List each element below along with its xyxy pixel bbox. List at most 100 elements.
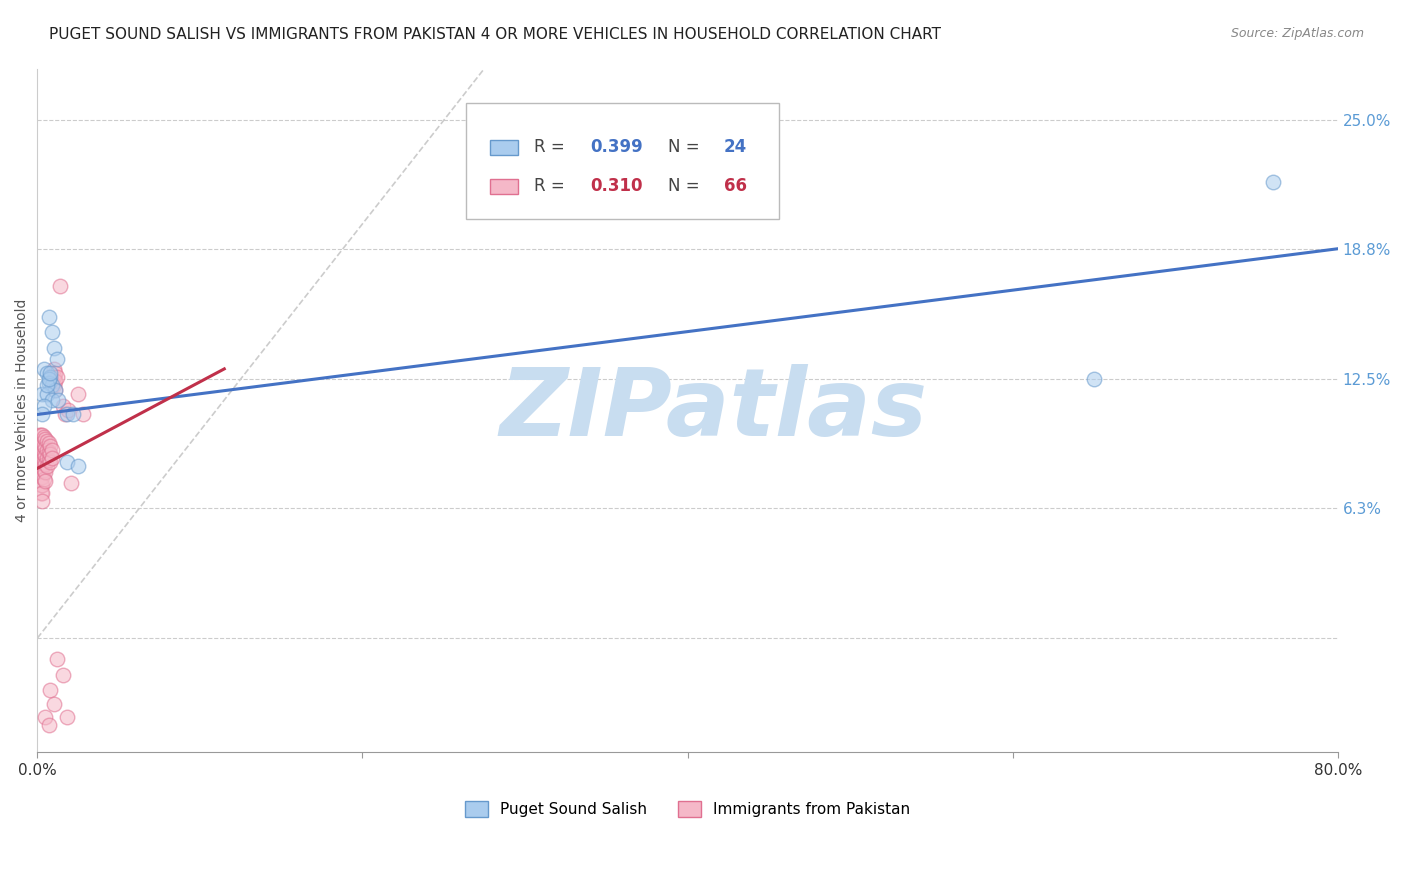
Point	[38, 436, 60, 450]
Point	[34, 710, 56, 724]
Point	[38, 376, 60, 391]
Point	[31, 494, 53, 508]
Point	[30, 461, 52, 475]
Point	[32, 399, 55, 413]
Point	[31, 461, 53, 475]
Point	[31, 428, 53, 442]
Point	[72, 408, 94, 422]
Point	[41, 442, 63, 457]
Point	[31, 386, 53, 401]
Point	[52, 668, 75, 682]
Point	[48, 392, 70, 407]
Point	[39, 366, 62, 380]
Text: 0.399: 0.399	[591, 138, 643, 156]
Point	[45, 370, 67, 384]
Point	[34, 449, 56, 463]
Point	[44, 374, 66, 388]
Point	[53, 408, 76, 422]
Text: 24: 24	[724, 138, 747, 156]
Point	[35, 386, 58, 401]
Legend: Puget Sound Salish, Immigrants from Pakistan: Puget Sound Salish, Immigrants from Paki…	[458, 795, 917, 823]
Point	[38, 444, 60, 458]
Point	[66, 386, 89, 401]
Text: Source: ZipAtlas.com: Source: ZipAtlas.com	[1230, 27, 1364, 40]
Point	[62, 408, 84, 422]
Text: R =: R =	[534, 178, 569, 195]
Point	[38, 453, 60, 467]
Point	[66, 459, 89, 474]
Point	[31, 478, 53, 492]
Point	[31, 444, 53, 458]
Point	[1261, 176, 1284, 190]
FancyBboxPatch shape	[467, 103, 779, 219]
Point	[35, 434, 58, 449]
Point	[35, 366, 58, 380]
Point	[34, 474, 56, 488]
Point	[32, 430, 55, 444]
Point	[28, 461, 51, 475]
Point	[41, 450, 63, 465]
Point	[38, 310, 60, 325]
Point	[35, 459, 58, 474]
Point	[30, 469, 52, 483]
Point	[28, 453, 51, 467]
Text: 0.310: 0.310	[591, 178, 643, 195]
Point	[30, 436, 52, 450]
Text: R =: R =	[534, 138, 569, 156]
Point	[34, 433, 56, 447]
Point	[39, 438, 62, 452]
Point	[39, 447, 62, 461]
Point	[34, 457, 56, 471]
Point	[35, 378, 58, 392]
Point	[42, 341, 65, 355]
Point	[31, 486, 53, 500]
Point	[44, 383, 66, 397]
Point	[34, 441, 56, 455]
Point	[42, 698, 65, 712]
Point	[28, 447, 51, 461]
Point	[55, 710, 77, 724]
Point	[52, 399, 75, 413]
Point	[30, 444, 52, 458]
Point	[44, 383, 66, 397]
Point	[28, 428, 51, 442]
Point	[41, 378, 63, 392]
Point	[30, 478, 52, 492]
Point	[31, 408, 53, 422]
Y-axis label: 4 or more Vehicles in Household: 4 or more Vehicles in Household	[15, 299, 30, 522]
Point	[35, 450, 58, 465]
Point	[55, 408, 77, 422]
Point	[30, 453, 52, 467]
Point	[41, 325, 63, 339]
Point	[60, 475, 83, 490]
FancyBboxPatch shape	[489, 178, 519, 194]
Point	[31, 453, 53, 467]
Point	[49, 279, 72, 293]
Point	[41, 392, 63, 407]
Point	[44, 366, 66, 380]
Point	[32, 447, 55, 461]
Text: 66: 66	[724, 178, 747, 195]
Text: N =: N =	[668, 138, 704, 156]
Point	[1083, 372, 1105, 386]
Point	[28, 441, 51, 455]
Point	[28, 434, 51, 449]
Text: ZIPatlas: ZIPatlas	[499, 364, 928, 457]
Point	[39, 370, 62, 384]
Point	[32, 472, 55, 486]
Point	[45, 652, 67, 666]
Point	[55, 455, 77, 469]
Point	[45, 351, 67, 366]
Point	[42, 370, 65, 384]
Point	[38, 372, 60, 386]
Point	[32, 438, 55, 452]
Point	[58, 403, 80, 417]
Point	[42, 362, 65, 376]
Text: PUGET SOUND SALISH VS IMMIGRANTS FROM PAKISTAN 4 OR MORE VEHICLES IN HOUSEHOLD C: PUGET SOUND SALISH VS IMMIGRANTS FROM PA…	[49, 27, 941, 42]
Point	[38, 718, 60, 732]
Text: N =: N =	[668, 178, 704, 195]
Point	[32, 455, 55, 469]
Point	[42, 378, 65, 392]
Point	[32, 463, 55, 477]
Point	[35, 442, 58, 457]
